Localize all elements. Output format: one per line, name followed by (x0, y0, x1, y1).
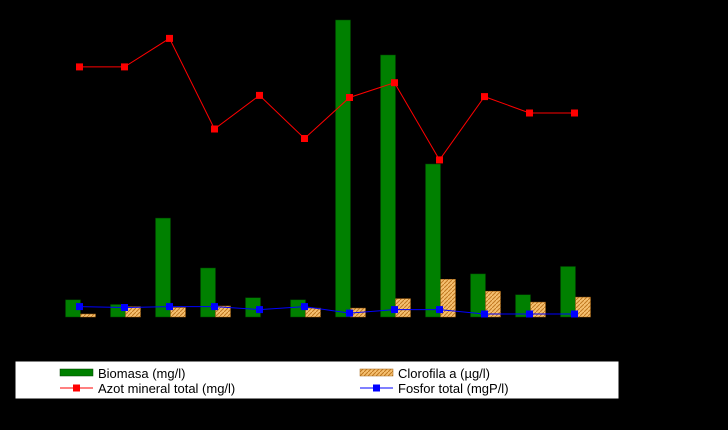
bar-biomasa-3 (155, 217, 171, 318)
bar-clorofila-3 (170, 307, 186, 318)
marker-fosfor-6 (301, 303, 308, 311)
legend-label-clorofila: Clorofila a (µg/l) (398, 366, 490, 381)
legend-label-azot: Azot mineral total (mg/l) (98, 381, 235, 396)
marker-fosfor-11 (526, 310, 533, 318)
bar-clorofila-12 (575, 296, 591, 318)
bar-biomasa-7 (335, 19, 351, 318)
legend-swatch-biomasa (59, 368, 94, 377)
legend: Biomasa (mg/l) Clorofila a (µg/l) Azot min… (14, 360, 620, 400)
plot-area (65, 19, 591, 318)
bar-clorofila-4 (215, 305, 231, 318)
marker-azot-8 (391, 79, 398, 87)
marker-azot-5 (256, 91, 263, 99)
bar-clorofila-10 (485, 290, 501, 318)
marker-azot-10 (481, 93, 488, 101)
legend-label-biomasa: Biomasa (mg/l) (98, 366, 185, 381)
legend-box (14, 360, 620, 400)
marker-azot-1 (76, 63, 83, 71)
legend-swatch-clorofila (359, 368, 394, 377)
marker-azot-9 (436, 156, 443, 164)
line-fosfor (79, 306, 575, 315)
marker-fosfor-9 (436, 306, 443, 314)
marker-azot-6 (301, 135, 308, 142)
bar-biomasa-9 (425, 163, 441, 318)
marker-fosfor-4 (211, 303, 218, 311)
marker-fosfor-2 (121, 304, 128, 311)
marker-azot-3 (166, 34, 173, 42)
bar-clorofila-1 (80, 313, 96, 318)
bar-clorofila-2 (125, 306, 141, 318)
bar-clorofila-9 (440, 279, 456, 318)
bar-biomasa-12 (560, 266, 576, 318)
line-azot (79, 37, 575, 161)
marker-azot-4 (211, 125, 218, 133)
marker-azot-2 (121, 63, 128, 71)
marker-azot-11 (526, 109, 533, 117)
marker-fosfor-5 (256, 306, 263, 314)
marker-fosfor-10 (481, 310, 488, 318)
marker-fosfor-1 (76, 303, 83, 311)
bar-biomasa-8 (380, 54, 396, 318)
legend-label-fosfor: Fosfor total (mgP/l) (398, 381, 509, 396)
marker-azot-7 (346, 94, 353, 101)
marker-fosfor-12 (571, 310, 578, 318)
legend-marker-azot (73, 384, 80, 392)
marker-fosfor-3 (166, 303, 173, 311)
bar-clorofila-11 (530, 301, 546, 318)
marker-azot-12 (571, 109, 578, 117)
marker-fosfor-7 (346, 309, 353, 317)
marker-fosfor-8 (391, 306, 398, 314)
legend-marker-fosfor (373, 384, 380, 392)
